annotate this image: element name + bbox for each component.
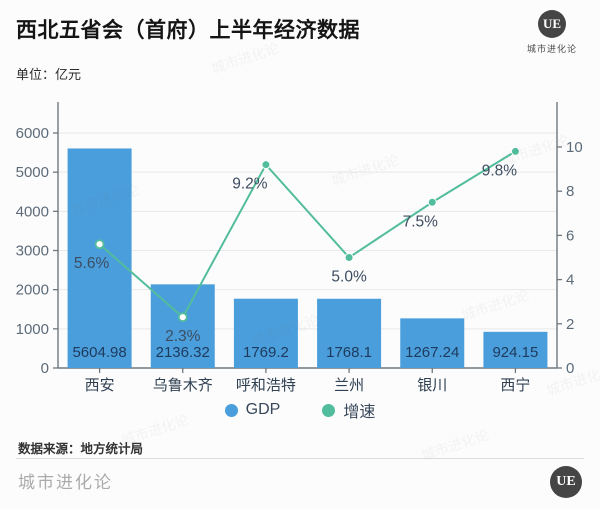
category-label: 西安 <box>85 377 115 394</box>
gdp-bar <box>400 318 465 368</box>
data-source-label: 数据来源：地方统计局 <box>18 442 144 456</box>
left-axis-tick-label: 2000 <box>16 282 49 299</box>
gdp-growth-combo-chart: 0 1000 2000 3000 4000 5000 6000 0 2 4 6 8 10 5604.98 西… <box>16 102 583 394</box>
right-axis-tick-label: 0 <box>566 360 574 377</box>
legend-item-gdp[interactable]: GDP <box>224 398 281 422</box>
ue-logo-bottom: UE <box>550 466 582 498</box>
left-axis-tick-label: 1000 <box>16 321 49 338</box>
ue-logo-icon: UE <box>538 10 566 38</box>
chart-legend: GDP 增速 <box>0 398 600 422</box>
bar-value-label: 5604.98 <box>72 344 126 361</box>
left-axis-tick-label: 4000 <box>16 203 49 220</box>
growth-marker <box>344 253 354 262</box>
legend-label: GDP <box>245 401 281 418</box>
growth-line <box>98 150 516 319</box>
legend-label: 增速 <box>343 404 376 421</box>
brand-caption: 城市进化论 <box>526 44 577 54</box>
bar-value-label: 924.15 <box>492 344 538 361</box>
brand-name: 城市进化论 <box>18 473 113 492</box>
left-axis-tick-label: 6000 <box>16 125 49 142</box>
left-axis-tick-label: 3000 <box>16 243 49 260</box>
bar-value-label: 1768.1 <box>326 344 372 361</box>
bar-value-label: 2136.32 <box>156 344 210 361</box>
growth-value-label: 9.2% <box>232 176 268 193</box>
category-label: 西宁 <box>500 377 530 394</box>
legend-item-growth[interactable]: 增速 <box>322 398 375 422</box>
ue-logo-bottom-text: UE <box>556 474 576 489</box>
growth-value-label: 5.6% <box>74 255 110 272</box>
page-title: 西北五省会（首府）上半年经济数据 <box>16 19 360 42</box>
left-axis-tick-label: 5000 <box>16 164 49 181</box>
growth-marker <box>94 239 105 250</box>
legend-dot-icon <box>224 403 238 417</box>
watermark-stamp: 城市进化论 <box>419 426 491 464</box>
brand-logo-top: UE 城市进化论 <box>516 10 588 55</box>
legend-dot-icon <box>322 403 336 417</box>
growth-marker <box>177 312 188 323</box>
growth-marker <box>510 146 520 156</box>
footer-divider <box>16 458 584 459</box>
category-label: 兰州 <box>334 377 364 394</box>
right-axis-tick-label: 10 <box>566 139 583 156</box>
unit-label: 单位：亿元 <box>16 67 82 82</box>
right-axis-tick-label: 8 <box>566 183 574 200</box>
right-axis-tick-label: 4 <box>566 272 574 289</box>
growth-value-label: 7.5% <box>403 213 439 230</box>
category-label: 乌鲁木齐 <box>153 377 213 394</box>
ue-logo-text: UE <box>542 16 562 31</box>
left-axis-tick-label: 0 <box>41 360 49 377</box>
right-axis-tick-label: 6 <box>566 227 574 244</box>
category-label: 呼和浩特 <box>236 377 296 394</box>
growth-value-label: 9.8% <box>482 162 518 179</box>
gdp-bar <box>483 331 548 368</box>
growth-value-label: 5.0% <box>331 269 367 286</box>
bar-value-label: 1267.24 <box>405 344 459 361</box>
growth-marker <box>261 160 271 170</box>
growth-value-label: 2.3% <box>165 328 201 345</box>
bar-value-label: 1769.2 <box>243 344 289 361</box>
gdp-bar <box>233 298 298 368</box>
right-axis-tick-label: 2 <box>566 316 574 333</box>
category-label: 银川 <box>417 377 447 394</box>
growth-marker <box>427 197 437 207</box>
gdp-bar <box>317 298 382 368</box>
gdp-bar <box>67 148 132 368</box>
